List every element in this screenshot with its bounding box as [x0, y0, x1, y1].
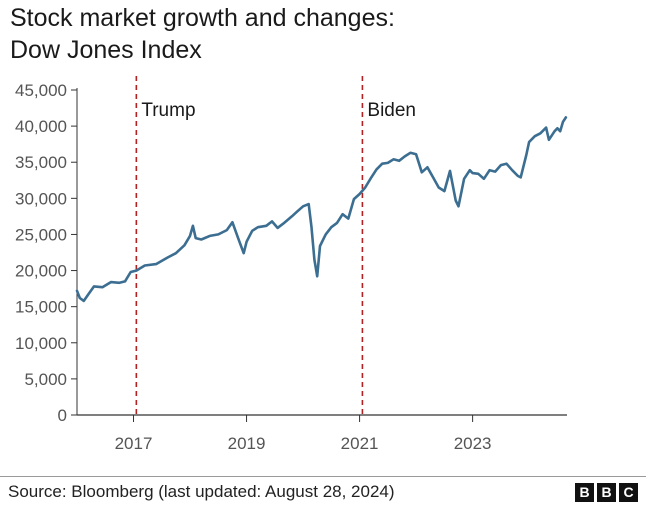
y-tick-label: 30,000	[15, 189, 67, 208]
y-tick-label: 20,000	[15, 262, 67, 281]
logo-letter: B	[597, 483, 616, 502]
logo-letter: B	[575, 483, 594, 502]
term-start-label: Biden	[367, 100, 416, 121]
x-tick-label: 2017	[115, 434, 153, 453]
term-start-label: Trump	[141, 100, 195, 121]
dow-jones-series-line	[75, 116, 568, 303]
y-tick-label: 35,000	[15, 153, 67, 172]
y-tick-label: 10,000	[15, 334, 67, 353]
y-tick-label: 15,000	[15, 298, 67, 317]
line-chart: 0 5,000 10,000 15,000 20,000 25,000 30,000 35,0…	[15, 76, 568, 453]
x-tick-label: 2023	[454, 434, 492, 453]
source-note: Source: Bloomberg (last updated: August …	[8, 482, 395, 501]
chart-title-line-2: Dow Jones Index	[10, 36, 202, 64]
x-tick-label: 2019	[228, 434, 266, 453]
y-tick-label: 0	[58, 406, 67, 425]
logo-letter: C	[619, 483, 638, 502]
y-tick-label: 45,000	[15, 81, 67, 100]
y-tick-label: 25,000	[15, 225, 67, 244]
footer-divider	[0, 476, 646, 477]
x-tick-label: 2021	[341, 434, 379, 453]
chart-title: Stock market growth and changes: Dow Jon…	[10, 2, 610, 66]
bbc-logo: B B C	[575, 483, 638, 502]
y-tick-label: 5,000	[24, 370, 67, 389]
chart-title-line-1: Stock market growth and changes:	[10, 4, 395, 32]
y-tick-label: 40,000	[15, 117, 67, 136]
